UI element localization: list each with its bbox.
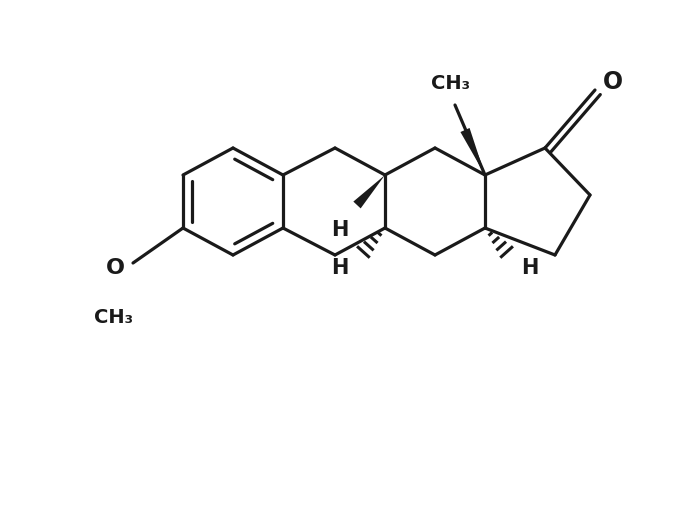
Text: O: O [603,70,623,94]
Polygon shape [461,128,485,175]
Text: CH₃: CH₃ [431,74,470,93]
Text: H: H [331,258,349,278]
Text: CH₃: CH₃ [93,308,132,327]
Text: H: H [521,258,539,278]
Polygon shape [354,175,385,209]
Text: H: H [331,220,349,240]
Text: O: O [106,258,125,278]
